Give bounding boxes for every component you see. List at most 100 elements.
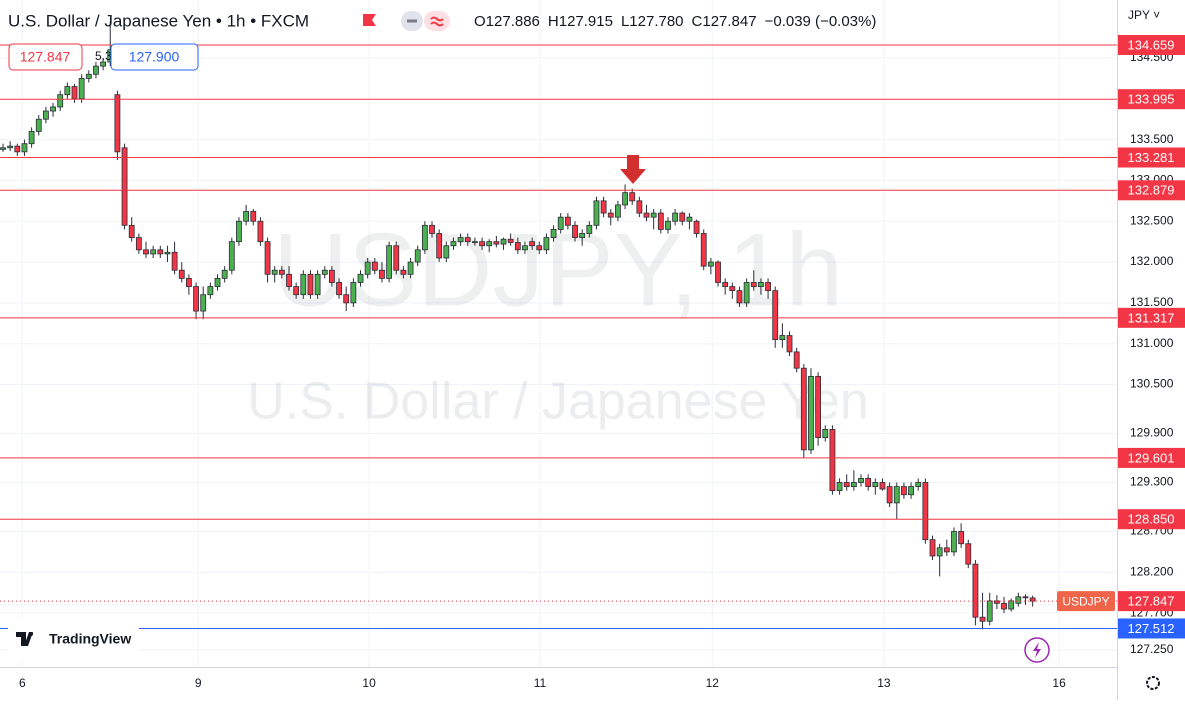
- candle-body: [157, 249, 164, 255]
- axis-labels: 134.500133.500133.000132.500132.000131.5…: [19, 34, 1185, 690]
- candle-body: [271, 269, 278, 275]
- y-tick-label: 127.250: [1130, 642, 1174, 656]
- toggle-pill[interactable]: [424, 11, 450, 31]
- candle-body: [21, 143, 28, 153]
- candle-body: [7, 145, 14, 149]
- candle-body: [579, 233, 586, 238]
- x-tick-label: 13: [877, 676, 891, 690]
- x-tick-label: 11: [534, 676, 547, 690]
- candle-body: [121, 147, 128, 226]
- logo-box[interactable]: [8, 618, 139, 660]
- spread: 5.3: [95, 49, 112, 63]
- settings-icon[interactable]: [1146, 676, 1160, 690]
- candle-body: [629, 192, 636, 202]
- candle-body: [786, 335, 793, 353]
- candle-body: [100, 61, 107, 67]
- candle-body: [35, 118, 42, 132]
- candle-body: [429, 224, 435, 234]
- candle-body: [364, 261, 371, 275]
- symbol-label-bg: [1057, 591, 1115, 612]
- candle-body: [64, 86, 71, 96]
- legend-value: H127.915: [548, 13, 613, 30]
- candle-body: [186, 277, 192, 287]
- candle-body: [979, 616, 986, 622]
- candle-body: [1001, 602, 1007, 610]
- candle-body: [343, 294, 350, 304]
- candle-body: [329, 269, 335, 283]
- y-tick-label: 129.900: [1130, 426, 1174, 440]
- lightning-button[interactable]: [1024, 637, 1050, 663]
- level-label-bg: [1118, 89, 1185, 110]
- candle-body: [986, 600, 993, 622]
- bid-price: 127.847: [20, 49, 71, 65]
- candle-body: [278, 269, 285, 275]
- candle-body: [450, 241, 457, 247]
- candle-body: [693, 220, 700, 234]
- order-boxes: 127.847 5.3 127.900: [8, 43, 199, 71]
- candle-body: [486, 241, 493, 247]
- ask-box: [110, 43, 199, 71]
- candle-body: [564, 216, 571, 226]
- arrow-annotation: [620, 155, 646, 184]
- candle-body: [865, 478, 872, 487]
- legend-value: −0.039 (−0.03%): [765, 13, 877, 30]
- candle-body: [464, 237, 471, 243]
- candle-body: [972, 563, 979, 618]
- candle-body: [593, 200, 600, 226]
- candle-body: [672, 212, 679, 222]
- candle-body: [965, 543, 972, 565]
- candle-body: [936, 547, 943, 557]
- candle-body: [357, 273, 364, 283]
- candle-body: [879, 482, 886, 490]
- candle-body: [772, 290, 779, 341]
- flag-icon[interactable]: [363, 14, 376, 26]
- candle-body: [607, 212, 614, 218]
- candle-body: [522, 245, 528, 251]
- y-tick-label: 130.500: [1130, 377, 1174, 391]
- candle-body: [243, 211, 250, 222]
- price-axis: [1117, 0, 1185, 700]
- currency-selector[interactable]: JPY ˅: [1128, 8, 1160, 22]
- candle-body: [600, 200, 607, 214]
- candle-body: [128, 224, 135, 238]
- candle-body: [872, 482, 879, 487]
- candle-body: [743, 282, 750, 304]
- candle-body: [915, 482, 922, 487]
- candle-body: [214, 277, 221, 287]
- y-tick-label: 131.500: [1130, 295, 1174, 309]
- legend-value: L127.780: [621, 13, 684, 30]
- candle-body: [393, 245, 400, 271]
- candle-body: [901, 486, 907, 496]
- y-tick-label: 133.500: [1130, 132, 1174, 146]
- lightning-icon: [1033, 642, 1041, 658]
- last-price-label: 127.847: [1128, 594, 1175, 609]
- candle-body: [114, 94, 121, 153]
- candle-body: [43, 110, 49, 120]
- candle-body: [164, 251, 171, 255]
- candle-body: [843, 482, 850, 487]
- candle-body: [707, 261, 714, 267]
- candle-body: [622, 192, 628, 206]
- candle-body: [135, 237, 142, 251]
- candle-body: [386, 245, 393, 279]
- candle-body: [293, 286, 300, 296]
- candle-body: [221, 269, 228, 279]
- candle-body: [314, 273, 321, 296]
- candle-body: [457, 237, 464, 243]
- candle-body: [765, 282, 771, 292]
- candle-body: [679, 212, 686, 222]
- candle-body: [822, 429, 829, 438]
- candle-body: [736, 290, 743, 304]
- candle-body: [200, 294, 207, 312]
- candle-body: [443, 245, 450, 259]
- symbol-label: USDJPY: [1062, 594, 1109, 608]
- candle-body: [436, 233, 443, 259]
- candle-body: [421, 224, 428, 251]
- candle-body: [472, 241, 478, 244]
- candle-body: [650, 212, 657, 218]
- level-label: 132.879: [1128, 183, 1175, 198]
- candle-body: [493, 241, 500, 245]
- candle-body: [543, 237, 550, 251]
- candle-body: [321, 269, 328, 275]
